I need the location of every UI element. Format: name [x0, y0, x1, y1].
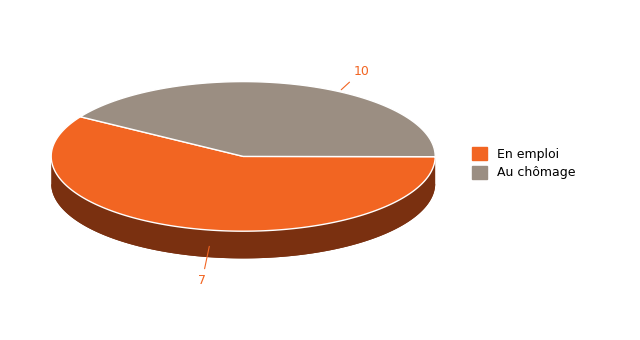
Polygon shape — [81, 82, 435, 157]
Polygon shape — [51, 117, 435, 231]
Legend: En emploi, Au chômage: En emploi, Au chômage — [467, 142, 580, 184]
Text: 7: 7 — [198, 246, 209, 287]
Text: 10: 10 — [341, 65, 369, 90]
Polygon shape — [51, 157, 435, 258]
Polygon shape — [51, 184, 435, 258]
